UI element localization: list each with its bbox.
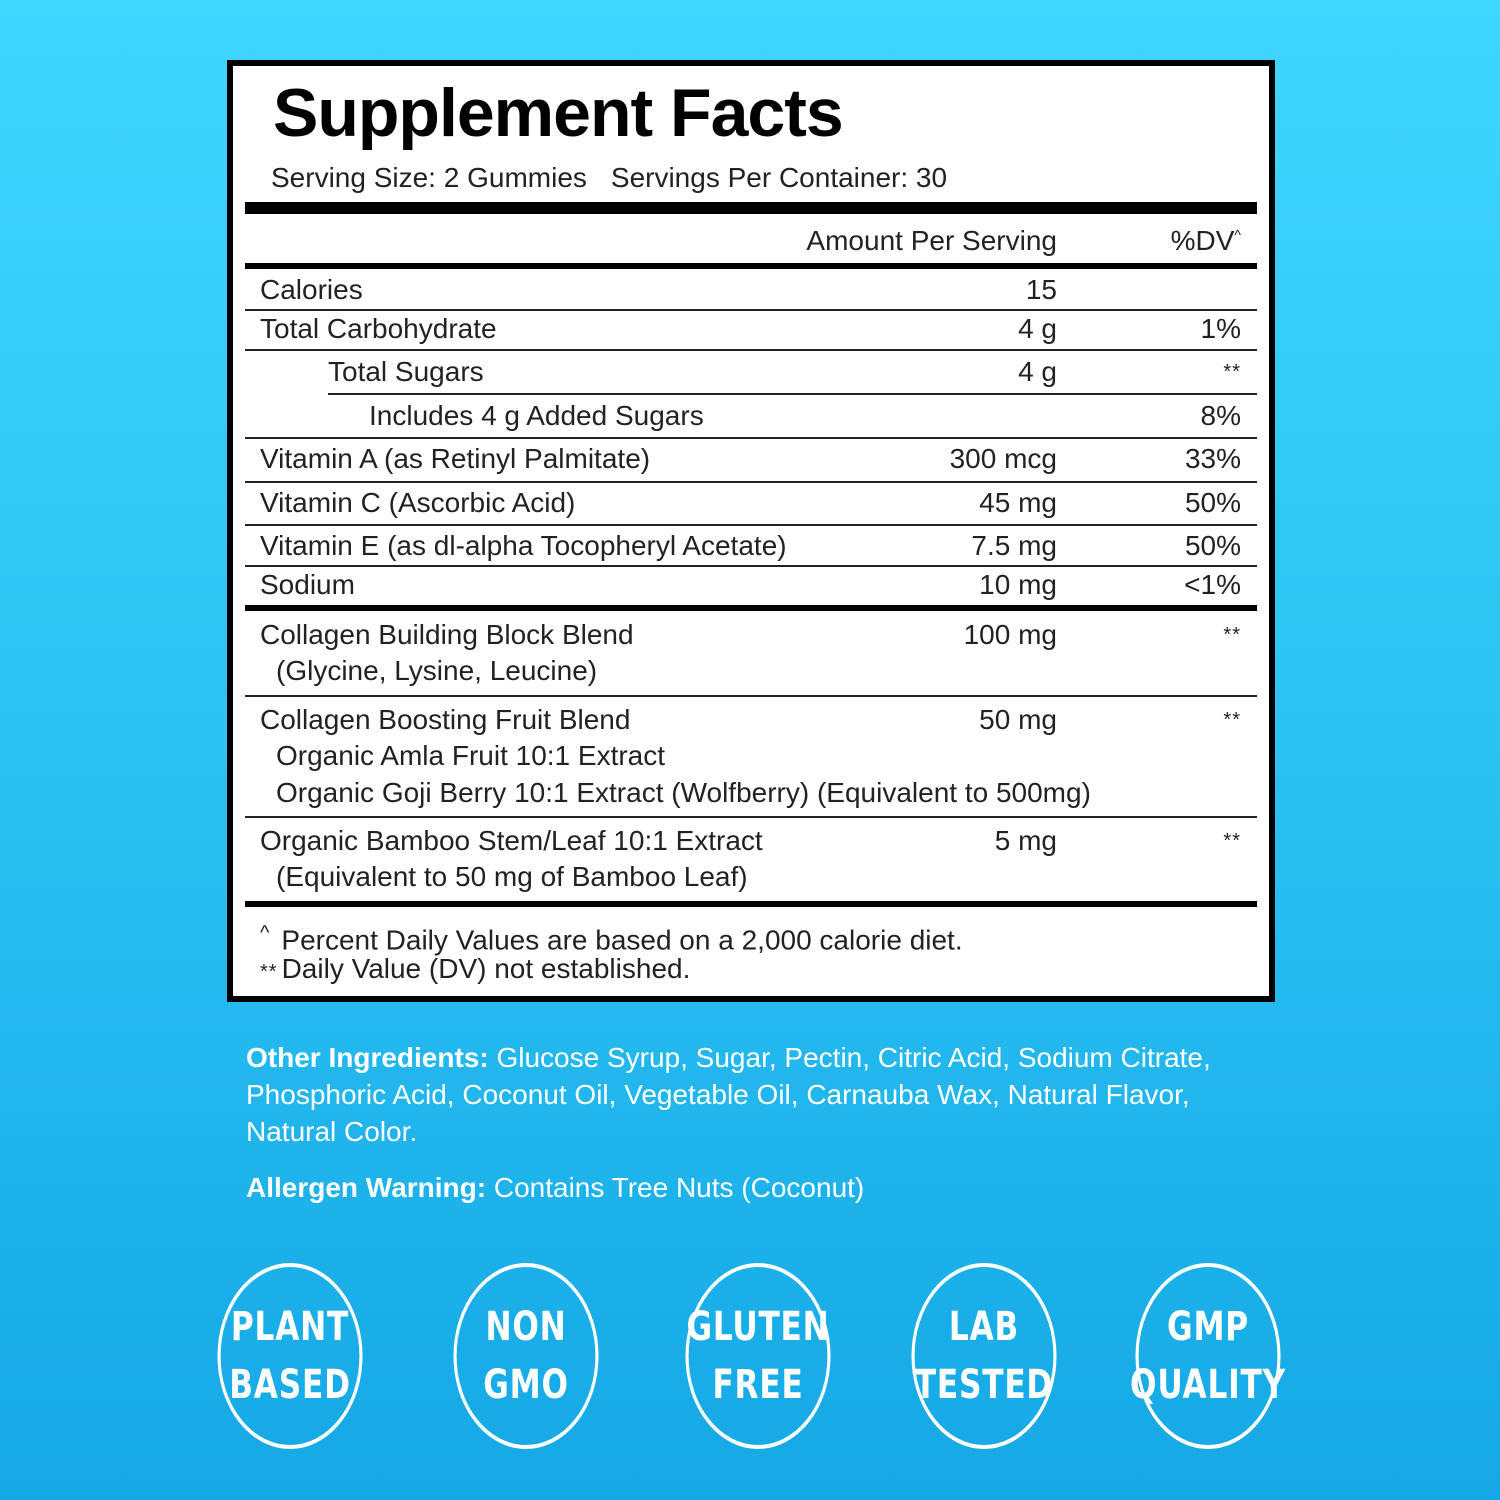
non-gmo-badge: NON GMO xyxy=(453,1263,599,1449)
blend-name: Collagen Boosting Fruit Blend xyxy=(260,704,631,735)
medium-divider xyxy=(245,605,1257,611)
row-dv: 1% xyxy=(1200,313,1241,344)
row-name: Total Sugars xyxy=(328,356,484,387)
row-divider xyxy=(245,481,1257,483)
row-dv: ** xyxy=(1223,361,1241,383)
allergen-label: Allergen Warning: xyxy=(246,1172,487,1203)
row-name: Vitamin A (as Retinyl Palmitate) xyxy=(260,443,651,474)
ingredients-section: Other Ingredients: Glucose Syrup, Sugar,… xyxy=(246,1039,1236,1206)
row-name: Vitamin C (Ascorbic Acid) xyxy=(260,487,576,518)
blend-dv: ** xyxy=(1223,709,1241,731)
footnote-dv-basis: ^ Percent Daily Values are based on a 2,0… xyxy=(260,922,963,956)
row-divider xyxy=(245,437,1257,439)
medium-divider xyxy=(245,901,1257,907)
thick-divider xyxy=(245,202,1257,214)
row-name: Calories xyxy=(260,274,363,305)
plant-based-badge: PLANT BASED xyxy=(217,1263,363,1449)
facts-title: Supplement Facts xyxy=(273,75,844,151)
row-amount: 15 xyxy=(1025,274,1057,305)
other-ingredients-text: Glucose Syrup, Sugar, Pectin, Citric Aci… xyxy=(246,1042,1211,1147)
blend-dv: ** xyxy=(1223,624,1241,646)
lab-tested-badge: LAB TESTED xyxy=(911,1263,1057,1449)
blend-sub: Organic Amla Fruit 10:1 Extract xyxy=(276,740,666,771)
blend-amount: 50 mg xyxy=(979,704,1057,735)
blend-amount: 100 mg xyxy=(963,619,1057,650)
blend-name: Collagen Building Block Blend xyxy=(260,619,634,650)
row-divider xyxy=(245,524,1257,526)
footnote-dv-not-established: ** Daily Value (DV) not established. xyxy=(260,953,691,984)
header-amount: Amount Per Serving xyxy=(806,225,1057,256)
row-dv: 8% xyxy=(1200,400,1241,431)
blend-name: Organic Bamboo Stem/Leaf 10:1 Extract xyxy=(260,825,763,856)
blend-sub: Organic Goji Berry 10:1 Extract (Wolfber… xyxy=(276,777,1091,808)
row-name: Total Carbohydrate xyxy=(260,313,497,344)
row-dv: 50% xyxy=(1184,487,1241,518)
blend-dv: ** xyxy=(1223,830,1241,852)
row-divider xyxy=(245,816,1257,818)
row-amount: 300 mcg xyxy=(949,443,1057,474)
row-amount: 4 g xyxy=(1018,356,1057,387)
row-dv: 50% xyxy=(1184,530,1241,561)
allergen-warning: Allergen Warning: Contains Tree Nuts (Co… xyxy=(246,1169,1236,1206)
blend-amount: 5 mg xyxy=(994,825,1057,856)
gluten-free-badge: GLUTEN FREE xyxy=(685,1263,831,1449)
row-divider xyxy=(245,309,1257,311)
row-amount: 45 mg xyxy=(979,487,1057,518)
row-name: Vitamin E (as dl-alpha Tocopheryl Acetat… xyxy=(260,530,787,561)
blend-sub: (Equivalent to 50 mg of Bamboo Leaf) xyxy=(276,861,748,892)
medium-divider xyxy=(245,263,1257,269)
row-divider xyxy=(245,695,1257,697)
header-dv: %DV^ xyxy=(1170,225,1241,256)
row-amount: 4 g xyxy=(1018,313,1057,344)
row-name: Sodium xyxy=(260,569,355,600)
other-ingredients: Other Ingredients: Glucose Syrup, Sugar,… xyxy=(246,1039,1236,1150)
row-divider xyxy=(245,349,1257,351)
supplement-facts-panel: Supplement Facts Serving Size: 2 Gummies… xyxy=(227,60,1275,1002)
row-name: Includes 4 g Added Sugars xyxy=(369,400,704,431)
serving-info: Serving Size: 2 Gummies Servings Per Cont… xyxy=(271,162,947,194)
gmp-quality-badge: GMP QUALITY xyxy=(1130,1263,1285,1449)
row-divider xyxy=(328,393,1257,395)
serving-size: Serving Size: 2 Gummies xyxy=(271,162,587,193)
row-amount: 10 mg xyxy=(979,569,1057,600)
other-ingredients-label: Other Ingredients: xyxy=(246,1042,489,1073)
row-amount: 7.5 mg xyxy=(971,530,1057,561)
header-dv-mark: ^ xyxy=(1234,226,1241,243)
row-divider xyxy=(245,565,1257,567)
row-dv: <1% xyxy=(1184,569,1241,600)
row-dv: 33% xyxy=(1184,443,1241,474)
servings-per-container: Servings Per Container: 30 xyxy=(610,162,948,193)
blend-sub: (Glycine, Lysine, Leucine) xyxy=(276,655,598,686)
allergen-text: Contains Tree Nuts (Coconut) xyxy=(486,1172,865,1203)
